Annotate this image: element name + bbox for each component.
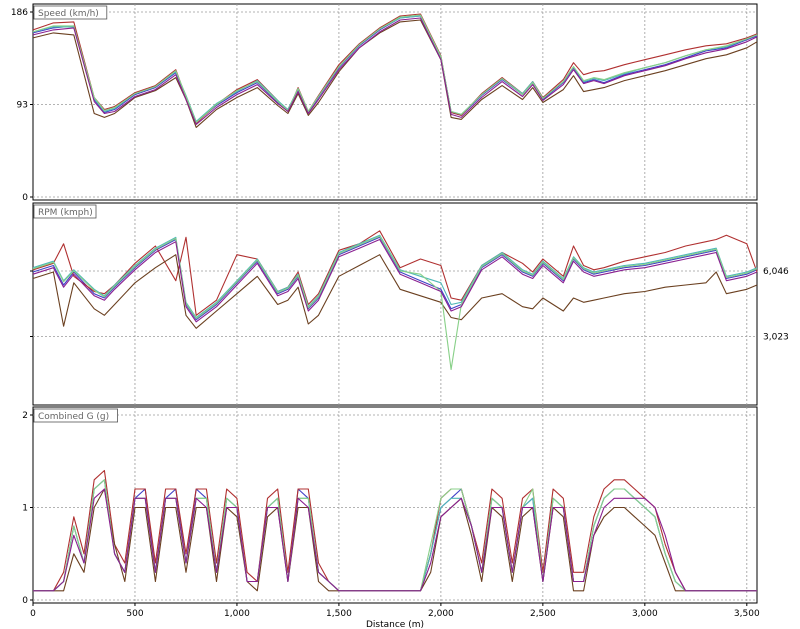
series-line-1 — [32, 236, 758, 321]
y-tick-label: 93 — [17, 101, 28, 111]
series-line-2 — [32, 13, 758, 124]
series-line-5 — [32, 235, 758, 371]
series-line-5 — [32, 14, 758, 123]
x-tick-label: 3,000 — [632, 609, 658, 619]
x-tick-label: 0 — [30, 609, 36, 619]
series-line-2 — [32, 230, 758, 316]
y-tick-label: 186 — [11, 8, 28, 18]
y-tick-label: 1 — [22, 504, 28, 514]
x-tick-label: 500 — [126, 609, 143, 619]
series-line-6 — [32, 17, 758, 125]
panel-frame-0 — [32, 3, 758, 201]
y-tick-label: 2 — [22, 411, 28, 421]
panel-title-box — [33, 204, 97, 219]
panel-title: Combined G (g) — [38, 412, 109, 422]
panel-frame-1 — [32, 202, 758, 406]
panel-title: Speed (km/h) — [38, 9, 99, 19]
x-axis-label: Distance (m) — [366, 620, 424, 629]
panel-title: RPM (kmph) — [38, 208, 93, 218]
series-line-3 — [32, 234, 758, 319]
panel-frame-2 — [32, 406, 758, 604]
x-tick-label: 1,000 — [224, 609, 250, 619]
y-tick-label: 0 — [22, 193, 28, 203]
x-tick-label: 2,000 — [428, 609, 454, 619]
series-line-4 — [32, 254, 758, 329]
series-line-6 — [32, 238, 758, 323]
series-line-6 — [33, 488, 757, 592]
panel-title-box — [33, 408, 118, 423]
y-tick-label: 6,046 — [763, 267, 789, 277]
x-tick-label: 2,500 — [530, 609, 556, 619]
x-tick-label: 1,500 — [326, 609, 352, 619]
y-tick-label: 0 — [22, 596, 28, 606]
panel-title-box — [33, 5, 108, 20]
series-line-4 — [32, 19, 758, 128]
y-tick-label: 3,023 — [763, 333, 789, 343]
x-tick-label: 3,500 — [734, 609, 760, 619]
